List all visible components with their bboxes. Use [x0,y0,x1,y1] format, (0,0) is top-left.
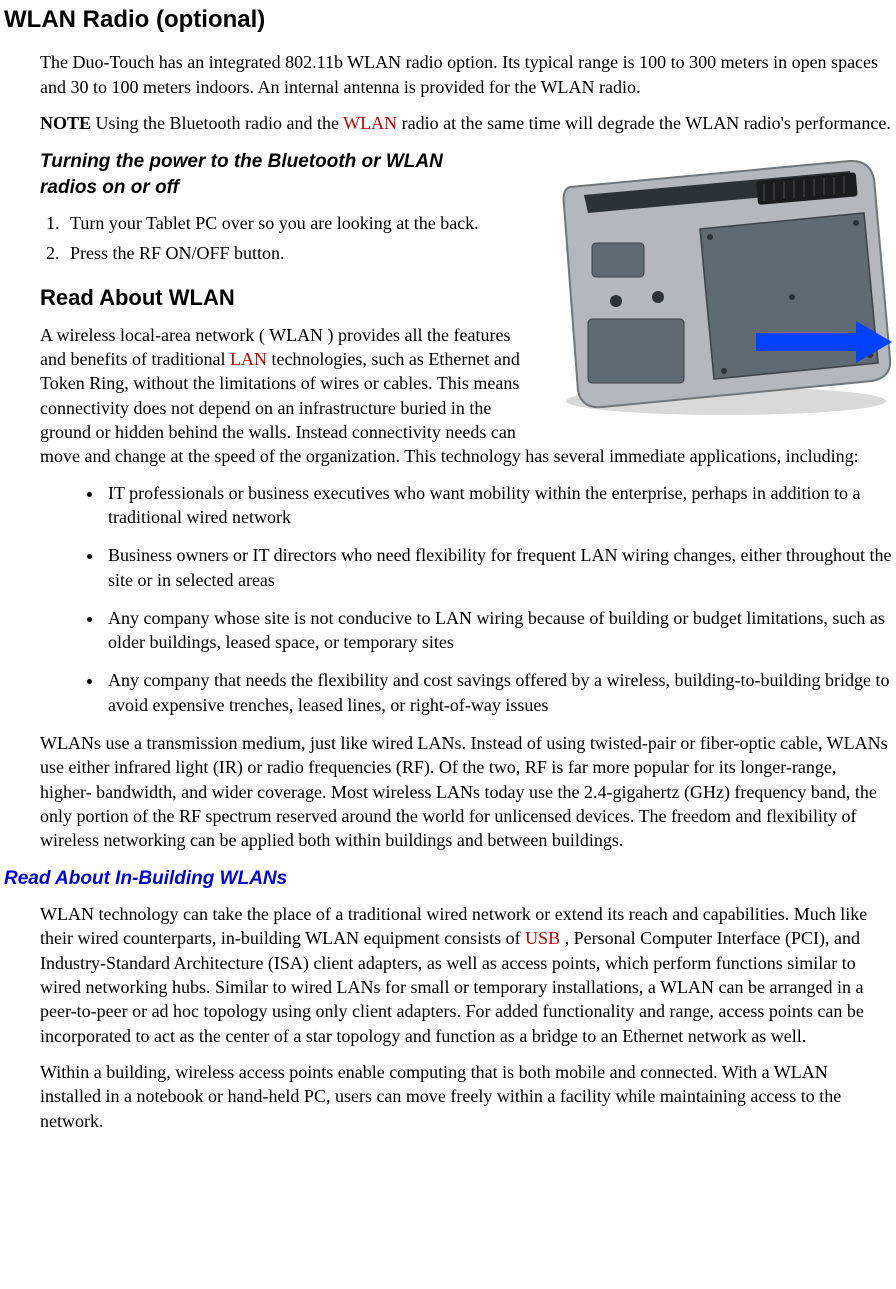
lan-link[interactable]: LAN [230,349,267,369]
list-item: Any company that needs the flexibility a… [104,668,892,717]
note-text-after: radio at the same time will degrade the … [397,113,891,133]
list-item: Business owners or IT directors who need… [104,543,892,592]
note-label: NOTE [40,113,91,133]
list-item: Any company whose site is not conducive … [104,606,892,655]
list-item: IT professionals or business executives … [104,481,892,530]
note-text-before: Using the Bluetooth radio and the [91,113,343,133]
note-paragraph: NOTE Using the Bluetooth radio and the W… [40,111,892,135]
wlan-rf-paragraph: WLANs use a transmission medium, just li… [40,731,892,852]
subheading-radio-power: Turning the power to the Bluetooth or WL… [40,149,480,200]
in-building-paragraph-2: Within a building, wireless access point… [40,1060,892,1133]
device-back-image [550,151,892,417]
applications-list: IT professionals or business executives … [4,481,892,717]
tablet-back-icon [550,151,892,417]
intro-paragraph: The Duo-Touch has an integrated 802.11b … [40,50,892,99]
step-1: Turn your Tablet PC over so you are look… [64,211,510,235]
usb-link[interactable]: USB [525,928,560,948]
in-building-paragraph-1: WLAN technology can take the place of a … [40,902,892,1048]
wlan-link[interactable]: WLAN [343,113,397,133]
page-title: WLAN Radio (optional) [4,4,892,36]
subheading-in-building: Read About In-Building WLANs [4,866,892,892]
